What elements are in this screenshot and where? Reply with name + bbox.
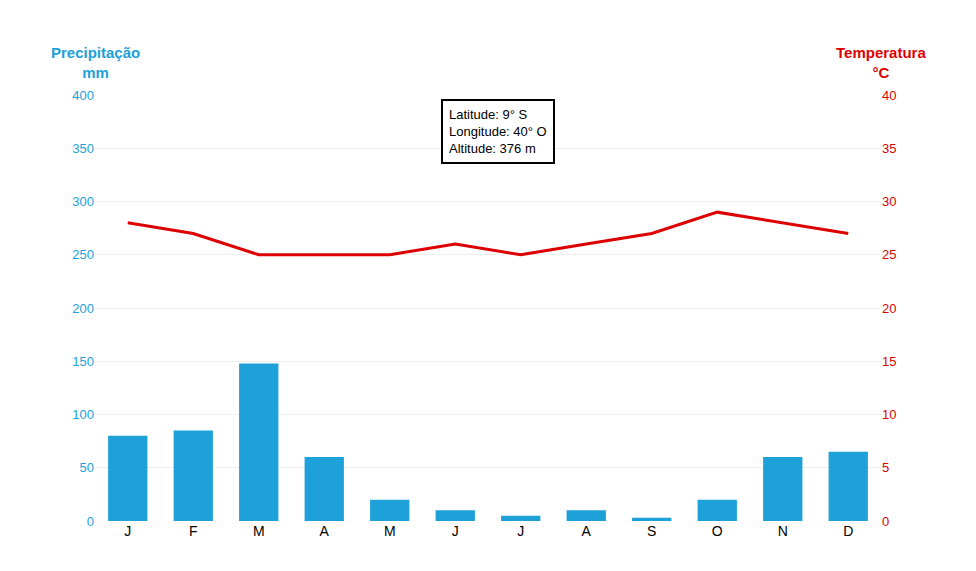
svg-text:25: 25 xyxy=(882,247,896,262)
svg-text:M: M xyxy=(253,523,265,539)
svg-text:J: J xyxy=(517,523,524,539)
svg-text:20: 20 xyxy=(882,301,896,316)
svg-text:Precipitaçãomm: Precipitaçãomm xyxy=(51,44,140,81)
svg-text:40: 40 xyxy=(882,88,896,103)
svg-text:M: M xyxy=(384,523,396,539)
svg-text:5: 5 xyxy=(882,460,889,475)
svg-text:400: 400 xyxy=(72,88,94,103)
svg-text:10: 10 xyxy=(882,407,896,422)
svg-text:0: 0 xyxy=(882,514,889,529)
svg-text:50: 50 xyxy=(80,460,94,475)
svg-text:Temperatura°C: Temperatura°C xyxy=(836,44,926,81)
svg-text:J: J xyxy=(452,523,459,539)
svg-text:Latitude: 9° SLongitude: 40° O: Latitude: 9° SLongitude: 40° OAltitude: … xyxy=(449,107,547,156)
svg-text:D: D xyxy=(843,523,853,539)
svg-text:35: 35 xyxy=(882,141,896,156)
svg-text:15: 15 xyxy=(882,354,896,369)
svg-text:A: A xyxy=(320,523,330,539)
svg-text:250: 250 xyxy=(72,247,94,262)
svg-text:350: 350 xyxy=(72,141,94,156)
svg-text:S: S xyxy=(647,523,656,539)
svg-text:N: N xyxy=(778,523,788,539)
svg-text:100: 100 xyxy=(72,407,94,422)
svg-text:0: 0 xyxy=(87,514,94,529)
svg-text:200: 200 xyxy=(72,301,94,316)
svg-text:F: F xyxy=(189,523,198,539)
svg-text:300: 300 xyxy=(72,194,94,209)
svg-text:A: A xyxy=(582,523,592,539)
svg-text:30: 30 xyxy=(882,194,896,209)
svg-text:O: O xyxy=(712,523,723,539)
svg-text:J: J xyxy=(124,523,131,539)
svg-text:150: 150 xyxy=(72,354,94,369)
